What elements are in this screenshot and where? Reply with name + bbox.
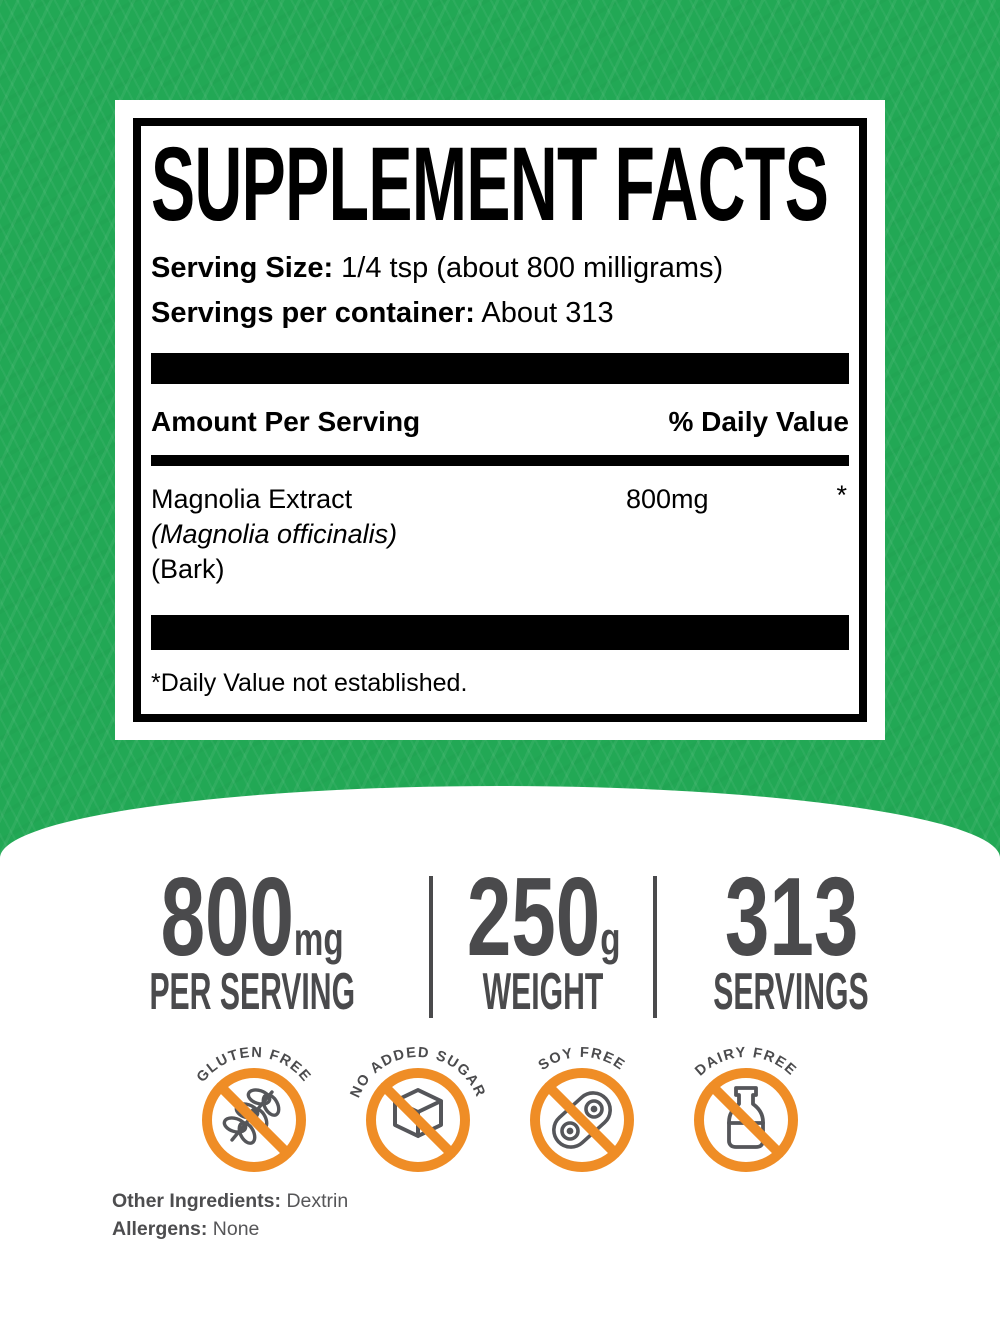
stat-weight-unit: g	[599, 913, 621, 965]
stats-band: 800mg PER SERVING 250g WEIGHT 313 SERVIN…	[75, 862, 925, 1021]
servings-per-container-label: Servings per container:	[151, 296, 475, 329]
serving-size-label: Serving Size:	[151, 252, 334, 284]
ingredient-plant-part: (Bark)	[151, 554, 225, 585]
other-ingredients-line: Other Ingredients: Dextrin	[112, 1188, 348, 1216]
daily-value-footnote: *Daily Value not established.	[151, 669, 468, 698]
divider-bar-thick-bottom	[151, 615, 849, 651]
serving-size-value: 1/4 tsp (about 800 milligrams)	[333, 252, 724, 284]
ingredient-name-block: Magnolia Extract (Magnolia officinalis) …	[151, 482, 621, 587]
ingredient-row: Magnolia Extract (Magnolia officinalis) …	[151, 480, 849, 587]
stat-weight-value-line: 250g	[467, 862, 621, 973]
panel-title: SUPPLEMENT FACTS	[151, 126, 829, 243]
supplement-facts-panel: SUPPLEMENT FACTS Serving Size: 1/4 tsp (…	[115, 100, 885, 740]
stat-servings-value-line: 313	[724, 862, 857, 973]
daily-value-header: % Daily Value	[668, 405, 849, 437]
no-symbol	[694, 1068, 798, 1172]
panel-content: SUPPLEMENT FACTS Serving Size: 1/4 tsp (…	[151, 118, 849, 698]
no-symbol	[530, 1068, 634, 1172]
other-ingredients-value: Dextrin	[281, 1190, 349, 1212]
amount-per-serving-header: Amount Per Serving	[151, 405, 421, 437]
stat-servings-caption-wrap: SERVINGS	[657, 963, 925, 1021]
no-symbol	[202, 1068, 306, 1172]
badge-gluten-free: GLUTEN FREE	[194, 1045, 315, 1172]
stat-weight: 250g WEIGHT	[429, 862, 653, 1021]
badge-soy-free: SOY FREE	[530, 1045, 634, 1172]
servings-per-container-value: About 313	[474, 296, 614, 329]
allergens-label: Allergens:	[112, 1217, 208, 1240]
stat-per-serving: 800mg PER SERVING	[75, 862, 429, 1021]
stat-servings-value: 313	[724, 855, 858, 979]
badge-dairy-free: DAIRY FREE	[692, 1045, 798, 1172]
serving-size-line: Serving Size: 1/4 tsp (about 800 milligr…	[151, 251, 849, 286]
stat-per-serving-caption-wrap: PER SERVING	[75, 963, 429, 1021]
ingredient-daily-value: *	[836, 480, 847, 511]
ingredient-botanical-name: (Magnolia officinalis)	[151, 519, 398, 550]
stat-per-serving-unit: mg	[294, 913, 344, 965]
dietary-badges-row: GLUTEN FREE NO ADDED SUGAR	[0, 1024, 1000, 1174]
servings-per-container-line: Servings per container: About 313	[151, 296, 849, 331]
badge-no-added-sugar: NO ADDED SUGAR	[348, 1045, 487, 1172]
column-headers: Amount Per Serving % Daily Value	[151, 405, 849, 439]
white-curved-section	[0, 786, 1000, 1317]
stat-servings: 313 SERVINGS	[653, 862, 925, 1021]
footer-notes: Other Ingredients: Dextrin Allergens: No…	[112, 1188, 348, 1243]
no-symbol	[366, 1068, 470, 1172]
stat-servings-caption: SERVINGS	[713, 963, 869, 1021]
other-ingredients-label: Other Ingredients:	[112, 1190, 282, 1212]
stat-weight-caption: WEIGHT	[483, 963, 604, 1021]
stat-per-serving-value: 800	[160, 855, 295, 979]
stat-per-serving-value-line: 800mg	[161, 862, 344, 973]
allergens-line: Allergens: None	[112, 1216, 348, 1244]
stat-weight-caption-wrap: WEIGHT	[433, 963, 653, 1021]
allergens-value: None	[207, 1217, 260, 1240]
ingredient-amount: 800mg	[626, 484, 709, 515]
stat-per-serving-caption: PER SERVING	[149, 963, 356, 1021]
divider-bar-thin	[151, 455, 849, 467]
badge-gluten-free-label: GLUTEN FREE	[194, 1045, 315, 1086]
stat-weight-value: 250	[466, 855, 600, 979]
divider-bar-thick	[151, 352, 849, 384]
ingredient-name: Magnolia Extract	[151, 484, 353, 515]
